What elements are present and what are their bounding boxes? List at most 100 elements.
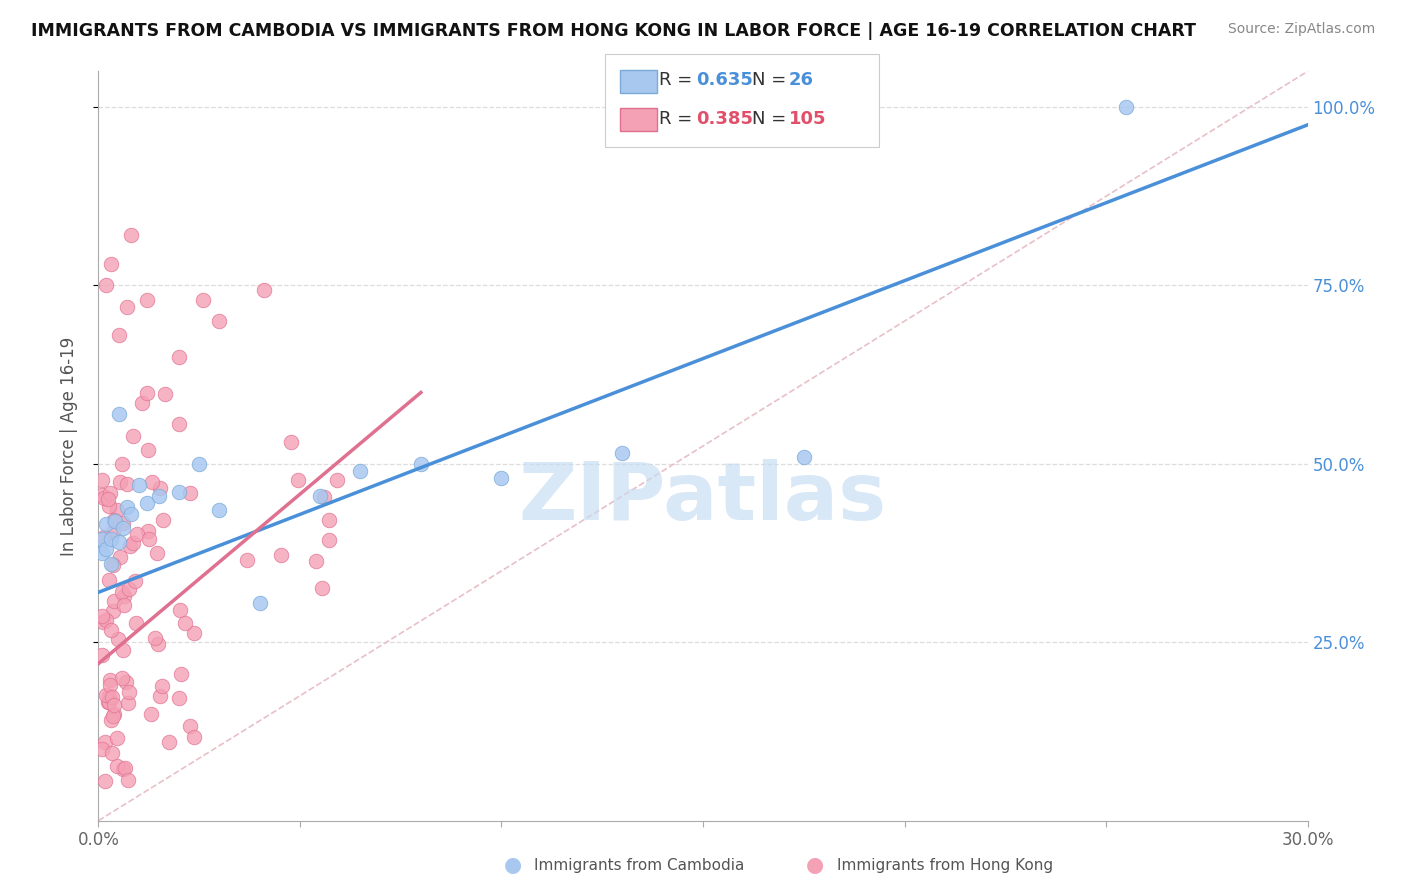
- Point: [491, 471, 513, 485]
- Point: [135, 496, 157, 510]
- Point: [208, 314, 231, 328]
- Point: [135, 386, 157, 401]
- Point: [90, 648, 112, 662]
- Text: N =: N =: [752, 71, 792, 89]
- Point: [188, 457, 211, 471]
- Point: [169, 602, 191, 616]
- Point: [108, 550, 131, 565]
- Point: [309, 489, 332, 503]
- Point: [280, 434, 302, 449]
- Point: [111, 521, 134, 535]
- Point: [318, 533, 340, 547]
- Point: [153, 387, 176, 401]
- Text: ●: ●: [807, 855, 824, 875]
- Point: [305, 554, 328, 568]
- Point: [100, 557, 122, 571]
- Point: [120, 228, 142, 243]
- Point: [111, 457, 134, 471]
- Point: [91, 546, 114, 560]
- Point: [103, 513, 125, 527]
- Text: ZIPatlas: ZIPatlas: [519, 459, 887, 538]
- Point: [112, 643, 135, 657]
- Point: [107, 535, 129, 549]
- Point: [179, 486, 201, 500]
- Point: [409, 457, 432, 471]
- Point: [152, 513, 174, 527]
- Point: [125, 615, 148, 630]
- Point: [236, 553, 259, 567]
- Point: [93, 734, 115, 748]
- Point: [98, 678, 121, 692]
- Point: [120, 507, 142, 521]
- Text: 26: 26: [789, 71, 814, 89]
- Point: [91, 742, 114, 756]
- Point: [91, 532, 114, 546]
- Point: [143, 631, 166, 645]
- Point: [96, 542, 118, 557]
- Point: [287, 473, 309, 487]
- Point: [107, 328, 129, 343]
- Point: [100, 713, 122, 727]
- Point: [100, 532, 122, 546]
- Point: [101, 558, 124, 573]
- Text: N =: N =: [752, 110, 792, 128]
- Point: [114, 761, 136, 775]
- Point: [146, 636, 169, 650]
- Point: [98, 486, 121, 500]
- Point: [170, 667, 193, 681]
- Text: R =: R =: [659, 71, 699, 89]
- Point: [179, 719, 201, 733]
- Point: [193, 293, 215, 307]
- Point: [612, 446, 634, 460]
- Text: R =: R =: [659, 110, 699, 128]
- Point: [270, 548, 292, 562]
- Y-axis label: In Labor Force | Age 16-19: In Labor Force | Age 16-19: [59, 336, 77, 556]
- Point: [91, 487, 114, 501]
- Point: [91, 615, 114, 630]
- Point: [117, 773, 139, 788]
- Point: [90, 609, 112, 624]
- Point: [124, 574, 146, 588]
- Text: IMMIGRANTS FROM CAMBODIA VS IMMIGRANTS FROM HONG KONG IN LABOR FORCE | AGE 16-19: IMMIGRANTS FROM CAMBODIA VS IMMIGRANTS F…: [31, 22, 1197, 40]
- Point: [149, 481, 172, 495]
- Point: [93, 530, 115, 544]
- Point: [118, 685, 141, 699]
- Point: [131, 396, 153, 410]
- Point: [183, 730, 205, 744]
- Point: [103, 698, 125, 713]
- Point: [318, 513, 340, 527]
- Point: [118, 582, 141, 597]
- Point: [111, 585, 134, 599]
- Point: [115, 500, 138, 514]
- Point: [183, 626, 205, 640]
- Point: [167, 350, 190, 364]
- Point: [311, 581, 333, 595]
- Point: [97, 573, 120, 587]
- Point: [103, 709, 125, 723]
- Point: [349, 464, 371, 478]
- Point: [96, 278, 118, 293]
- Point: [326, 474, 349, 488]
- Point: [97, 695, 120, 709]
- Point: [100, 690, 122, 705]
- Point: [94, 688, 117, 702]
- Point: [103, 604, 125, 618]
- Text: 105: 105: [789, 110, 827, 128]
- Point: [101, 746, 124, 760]
- Point: [167, 691, 190, 706]
- Point: [98, 689, 121, 703]
- Point: [159, 735, 181, 749]
- Text: 0.385: 0.385: [696, 110, 754, 128]
- Point: [98, 673, 121, 687]
- Text: 0.635: 0.635: [696, 71, 752, 89]
- Point: [93, 491, 115, 505]
- Text: Source: ZipAtlas.com: Source: ZipAtlas.com: [1227, 22, 1375, 37]
- Point: [208, 503, 231, 517]
- Point: [121, 536, 143, 550]
- Text: Immigrants from Hong Kong: Immigrants from Hong Kong: [837, 858, 1053, 872]
- Point: [138, 524, 160, 539]
- Point: [1115, 100, 1137, 114]
- Point: [118, 539, 141, 553]
- Point: [111, 516, 134, 530]
- Point: [312, 490, 335, 504]
